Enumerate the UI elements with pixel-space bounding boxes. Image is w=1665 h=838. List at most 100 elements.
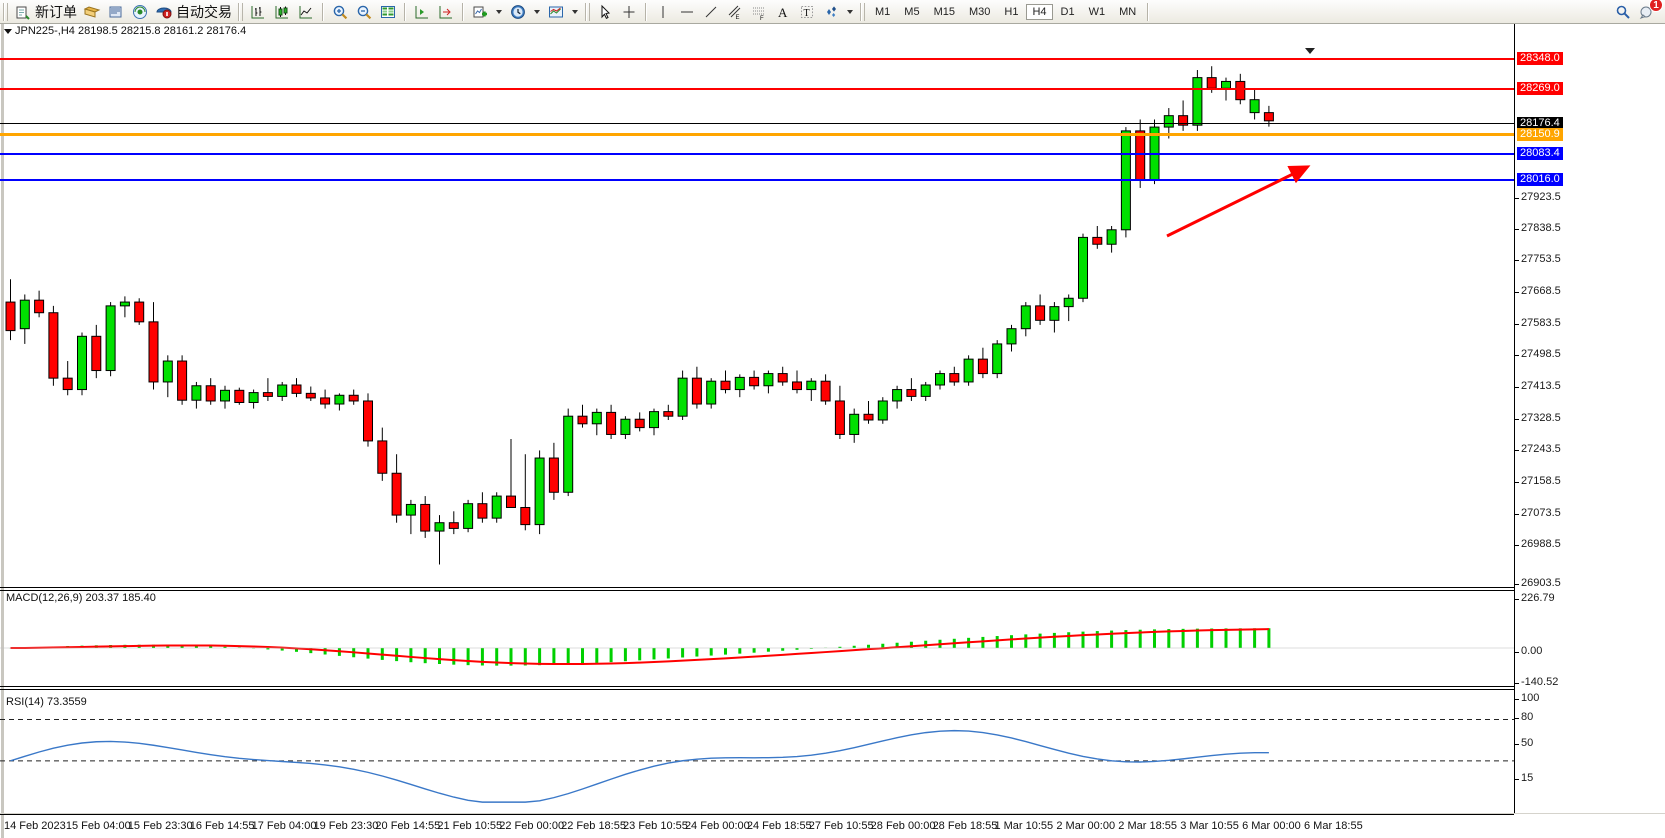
macd-series [0, 628, 1514, 666]
objects-chevron-down-icon[interactable] [847, 9, 853, 14]
fibonacci-icon: F [750, 3, 768, 22]
vline-icon [654, 3, 672, 21]
toolbar-separator-2 [404, 2, 406, 21]
date-tick: 24 Feb 00:00 [684, 820, 750, 832]
period-button[interactable] [506, 1, 530, 23]
date-tick: 1 Mar 10:55 [994, 820, 1054, 832]
price-tick: 27923.5 [1515, 191, 1561, 203]
chart-collapse-icon[interactable] [4, 28, 12, 34]
toolbar-grip-3[interactable] [585, 2, 590, 21]
tab-timeframe-w1[interactable]: W1 [1088, 5, 1106, 18]
toolbar-grip[interactable] [3, 2, 8, 21]
trendline-button[interactable] [699, 1, 723, 23]
svg-text:T: T [804, 8, 810, 19]
tab-timeframe-m15[interactable]: M15 [933, 5, 955, 18]
status-bar [0, 813, 1665, 814]
rsi-series [0, 719, 1514, 803]
bar-chart-button[interactable] [246, 1, 270, 23]
date-tick: 3 Mar 10:55 [1180, 820, 1239, 832]
price-level-line-28176[interactable] [0, 123, 1514, 124]
svg-text:E: E [736, 15, 740, 21]
toolbar-grip-2[interactable] [238, 2, 243, 21]
macd-tick: 226.79 [1515, 592, 1555, 604]
price-level-line-28348[interactable] [0, 58, 1514, 60]
toolbar-grip-4[interactable] [860, 2, 865, 21]
folder-button[interactable] [80, 1, 104, 23]
new-order-button[interactable]: 新订单 [11, 1, 80, 23]
date-tick: 23 Feb 10:55 [623, 820, 688, 832]
auto-trading-button[interactable]: 自动交易 [152, 1, 235, 23]
zoom-out-icon [355, 3, 373, 21]
price-tick: 27753.5 [1515, 253, 1561, 265]
equidistant-channel-icon: E [726, 3, 744, 21]
auto-trading-label: 自动交易 [176, 4, 232, 21]
add-indicator-button[interactable] [468, 1, 492, 23]
main-toolbar: 新订单 [0, 0, 1665, 24]
price-tick: 27073.5 [1515, 507, 1561, 519]
tab-timeframe-h4[interactable]: H4 [1026, 3, 1053, 20]
price-level-line-28269[interactable] [0, 88, 1514, 90]
chart-container[interactable]: JPN225-,H4 28198.5 28215.8 28161.2 28176… [0, 24, 1665, 838]
equidistant-channel-button[interactable]: E [723, 1, 747, 23]
bar-chart-icon [249, 3, 267, 21]
date-tick: 2 Mar 00:00 [1056, 820, 1116, 832]
rsi-panel-border-2 [0, 689, 1514, 690]
grid-icon [379, 3, 397, 21]
grid-button[interactable] [376, 1, 400, 23]
tab-timeframe-m5[interactable]: M5 [904, 5, 920, 18]
chart-title-text: JPN225-,H4 28198.5 28215.8 28161.2 28176… [15, 25, 247, 37]
add-indicator-chevron-down-icon[interactable] [496, 9, 502, 14]
horizontal-line-button[interactable] [675, 1, 699, 23]
chart-shift-marker-icon[interactable] [1305, 48, 1315, 54]
tab-timeframe-mn[interactable]: MN [1119, 5, 1137, 18]
vertical-line-button[interactable] [651, 1, 675, 23]
alerts-button[interactable]: 1 [1635, 0, 1663, 23]
date-tick: 16 Feb 14:55 [189, 820, 255, 832]
price-tick: 27498.5 [1515, 348, 1561, 360]
shift-end-button[interactable] [410, 1, 434, 23]
crosshair-button[interactable] [617, 1, 641, 23]
date-axis[interactable]: 14 Feb 2023 15 Feb 04:00 15 Feb 23:30 16 Fe… [0, 814, 1514, 838]
price-tick: 27668.5 [1515, 285, 1561, 297]
price-tick: 26903.5 [1515, 577, 1561, 589]
line-chart-button[interactable] [294, 1, 318, 23]
price-label-28150: 28150.9 [1517, 128, 1563, 141]
price-level-line-28083[interactable] [0, 153, 1514, 155]
text-button[interactable]: A [771, 1, 795, 23]
price-tick: 27243.5 [1515, 443, 1561, 455]
timeframe-group: M1 M5 M15 M30 H1 H4 D1 W1 MN [868, 3, 1143, 20]
trendline-icon [702, 3, 720, 21]
fibonacci-button[interactable]: F [747, 1, 771, 23]
price-axis[interactable]: 28348.0 28269.0 28176.4 28150.9 28083.4 … [1514, 24, 1665, 814]
auto-scroll-icon [437, 3, 455, 21]
price-level-line-28016[interactable] [0, 179, 1514, 181]
templates-button[interactable] [544, 1, 568, 23]
data-window-button[interactable] [104, 1, 128, 23]
zoom-in-button[interactable] [328, 1, 352, 23]
new-order-label: 新订单 [35, 4, 77, 21]
templates-chevron-down-icon[interactable] [572, 9, 578, 14]
auto-scroll-button[interactable] [434, 1, 458, 23]
price-panel[interactable] [0, 24, 1514, 814]
price-level-line-28150[interactable] [0, 133, 1514, 136]
objects-button[interactable] [819, 1, 843, 23]
price-tick: 27838.5 [1515, 222, 1561, 234]
chart-vertical-scrollbar[interactable] [0, 24, 5, 838]
tab-timeframe-m1[interactable]: M1 [875, 5, 891, 18]
zoom-out-button[interactable] [352, 1, 376, 23]
tab-timeframe-d1[interactable]: D1 [1060, 5, 1075, 18]
date-tick: 21 Feb 10:55 [437, 820, 503, 832]
zoom-in-icon [331, 3, 349, 21]
tab-timeframe-h1[interactable]: H1 [1004, 5, 1019, 18]
new-order-icon [14, 3, 32, 21]
candlestick-chart-button[interactable] [270, 1, 294, 23]
label-button[interactable]: T [795, 1, 819, 23]
cursor-button[interactable] [593, 1, 617, 23]
tab-timeframe-m30[interactable]: M30 [968, 5, 991, 18]
period-chevron-down-icon[interactable] [534, 9, 540, 14]
search-button[interactable] [1611, 1, 1635, 23]
price-tick: 26988.5 [1515, 538, 1561, 550]
signal-button[interactable] [128, 1, 152, 23]
toolbar-separator-4 [645, 2, 647, 21]
date-tick: 6 Mar 18:55 [1304, 820, 1363, 832]
